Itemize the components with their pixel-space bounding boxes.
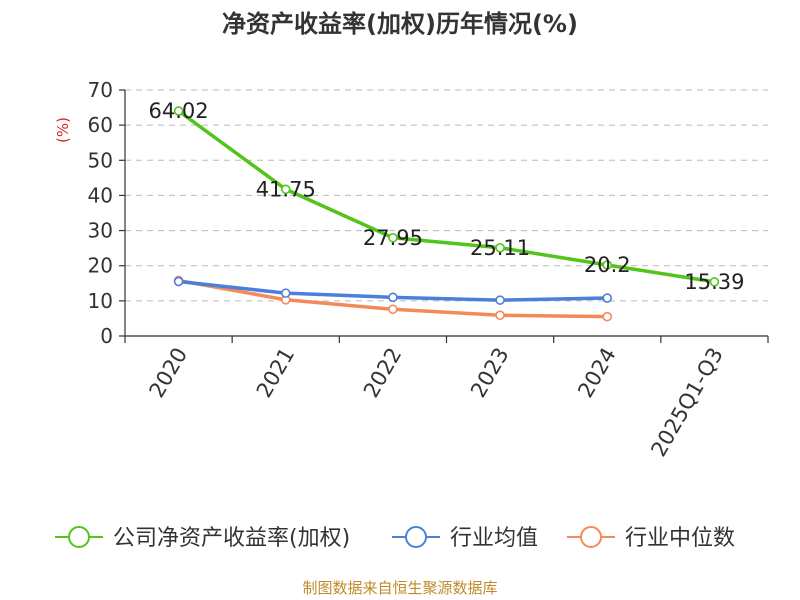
data-point	[495, 310, 505, 321]
data-label: 15.39	[684, 270, 744, 294]
x-tick-label: 2023	[466, 344, 514, 402]
y-tick-label: 20	[88, 254, 113, 278]
x-tick-label: 2024	[573, 344, 621, 402]
y-tick-label: 30	[88, 219, 113, 243]
x-tick-label: 2021	[252, 344, 300, 402]
legend-label: 公司净资产收益率(加权)	[113, 526, 350, 551]
data-point	[173, 106, 184, 116]
data-point	[280, 184, 291, 195]
data-point	[173, 276, 184, 287]
data-point	[388, 232, 398, 243]
x-tick-label: 2022	[359, 344, 407, 402]
series-1	[173, 276, 613, 305]
data-point	[495, 242, 505, 253]
legend-marker	[580, 526, 602, 548]
data-point	[388, 304, 398, 315]
y-tick-label: 50	[88, 148, 113, 172]
data-point	[280, 288, 291, 298]
data-label: 41.75	[256, 177, 316, 201]
legend-item-2: 行业中位数	[567, 526, 735, 551]
y-tick-label: 40	[88, 183, 113, 207]
data-label: 64.02	[149, 99, 209, 123]
source-note: 制图数据来自恒生聚源数据库	[302, 579, 497, 597]
y-tick-label: 70	[88, 78, 113, 102]
data-label: 25.11	[470, 236, 530, 260]
legend-label: 行业中位数	[625, 526, 735, 551]
legend-marker	[68, 526, 90, 548]
legend-label: 行业均值	[450, 526, 538, 551]
x-tick-label: 2020	[145, 344, 193, 402]
data-point	[495, 295, 505, 305]
data-point	[602, 260, 613, 270]
legend-marker	[405, 526, 427, 548]
data-point	[709, 277, 720, 287]
series-line	[176, 109, 717, 284]
data-point	[602, 311, 613, 322]
data-label: 20.2	[584, 253, 631, 277]
data-label: 27.95	[363, 226, 423, 250]
x-tick-label: 2025Q1-Q3	[646, 344, 728, 461]
data-point	[602, 293, 613, 303]
legend-item-0: 公司净资产收益率(加权)	[55, 526, 350, 551]
data-point	[388, 292, 398, 303]
y-tick-label: 0	[100, 324, 113, 348]
y-tick-label: 10	[88, 289, 113, 313]
y-axis-label: (%)	[54, 117, 72, 143]
series-0	[173, 106, 720, 287]
legend-item-1: 行业均值	[392, 526, 538, 551]
chart-title: 净资产收益率(加权)历年情况(%)	[222, 10, 578, 38]
y-tick-label: 60	[88, 113, 113, 137]
